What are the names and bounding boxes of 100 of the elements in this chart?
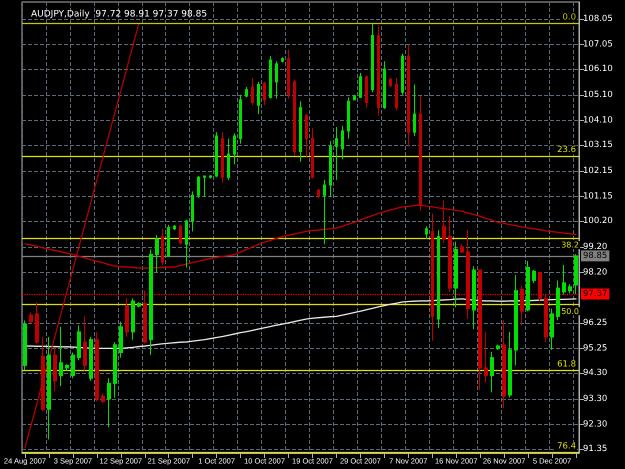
candlestick	[281, 56, 284, 64]
candlestick	[353, 94, 356, 100]
candlestick	[401, 53, 404, 96]
candlestick	[197, 175, 200, 198]
candlestick	[472, 266, 476, 330]
y-tick-label: 96.25	[583, 318, 608, 328]
candlestick	[143, 290, 147, 344]
candlestick	[83, 316, 87, 372]
candlestick	[131, 298, 135, 340]
text: AUDJPY,Daily 97.72 98.91 97.37 98.85	[31, 10, 208, 20]
ref-line-label: 97.37	[583, 288, 608, 299]
candlestick	[293, 78, 296, 156]
candlestick	[550, 308, 554, 350]
candlestick	[167, 224, 170, 258]
annotation: 0.0	[562, 12, 576, 23]
candlestick	[95, 331, 99, 402]
candlestick	[35, 302, 39, 344]
y-tick-label: 107.05	[583, 40, 613, 50]
candlestick	[568, 284, 572, 294]
candlestick	[173, 224, 176, 231]
candlestick	[574, 254, 578, 294]
y-tick-label: 94.30	[583, 368, 608, 378]
candlestick	[191, 190, 194, 232]
y-tick-label: 100.20	[583, 216, 613, 226]
candlestick	[65, 364, 69, 372]
candlestick	[209, 174, 212, 180]
candlestick	[323, 179, 326, 245]
candlestick	[347, 96, 350, 140]
candlestick	[502, 320, 506, 408]
candlestick	[221, 132, 224, 183]
candlestick	[149, 248, 153, 356]
candlestick	[514, 274, 518, 366]
candlestick	[47, 336, 51, 440]
candlestick	[203, 174, 206, 198]
candlestick	[329, 140, 332, 198]
y-tick-label: 102.15	[583, 166, 613, 176]
candlestick	[311, 128, 314, 180]
candlestick	[496, 344, 500, 350]
y-tick-label: 95.25	[583, 344, 608, 354]
candlestick	[269, 56, 272, 100]
candlestick	[41, 336, 45, 412]
candlestick	[395, 78, 398, 111]
candlestick	[365, 74, 368, 108]
candlestick	[119, 321, 123, 358]
candlestick	[113, 342, 117, 398]
y-tick-label: 101.15	[583, 192, 613, 202]
candlestick	[23, 320, 27, 371]
candlestick	[317, 188, 320, 198]
candlestick	[407, 44, 410, 147]
candlestick	[335, 126, 338, 180]
candlestick	[107, 378, 111, 428]
candlestick	[77, 324, 81, 361]
candlestick	[425, 226, 428, 240]
candlestick	[89, 336, 93, 382]
candlestick	[437, 230, 440, 329]
candlestick	[299, 100, 302, 162]
candlestick	[454, 241, 458, 308]
candlestick	[371, 23, 374, 93]
candlestick	[257, 81, 260, 115]
candlestick	[53, 346, 57, 392]
candlestick	[377, 24, 380, 116]
candlestick	[389, 78, 392, 88]
y-tick-label: 103.15	[583, 140, 613, 150]
ref-line-label: 98.85	[583, 250, 608, 261]
candlestick	[431, 212, 434, 342]
candlestick	[508, 331, 512, 398]
candlestick	[101, 393, 105, 404]
candlestick	[239, 94, 242, 144]
candlestick	[125, 298, 129, 338]
candlestick	[185, 219, 188, 268]
candlestick	[179, 224, 182, 245]
candlestick	[520, 284, 524, 326]
candlestick	[532, 270, 536, 284]
candlestick	[526, 260, 530, 312]
candlestick	[263, 81, 266, 106]
candlestick	[215, 132, 218, 178]
candlestick	[251, 78, 254, 106]
candlestick	[233, 132, 236, 165]
candlestick	[29, 312, 33, 324]
candlestick	[227, 138, 230, 180]
y-tick-label: 104.10	[583, 116, 613, 126]
candlestick	[538, 272, 542, 302]
candlestick	[359, 72, 362, 98]
candlestick	[305, 114, 308, 158]
y-tick-label: 106.10	[583, 64, 613, 74]
candlestick	[556, 280, 560, 321]
candlestick	[478, 270, 482, 390]
annotation: 76.4	[557, 441, 576, 452]
candlestick	[287, 49, 290, 100]
y-tick-label: 92.30	[583, 420, 608, 430]
annotation: 50.0	[561, 306, 580, 316]
y-tick-label: 98.20	[583, 268, 608, 278]
y-tick-label: 93.30	[583, 394, 608, 404]
candlestick	[484, 331, 488, 383]
candlestick	[137, 302, 141, 308]
line-series	[24, 298, 577, 350]
candlestick	[161, 228, 164, 266]
candlestick	[460, 244, 464, 254]
annotation: 23.6	[557, 145, 576, 156]
candlestick	[383, 60, 386, 110]
